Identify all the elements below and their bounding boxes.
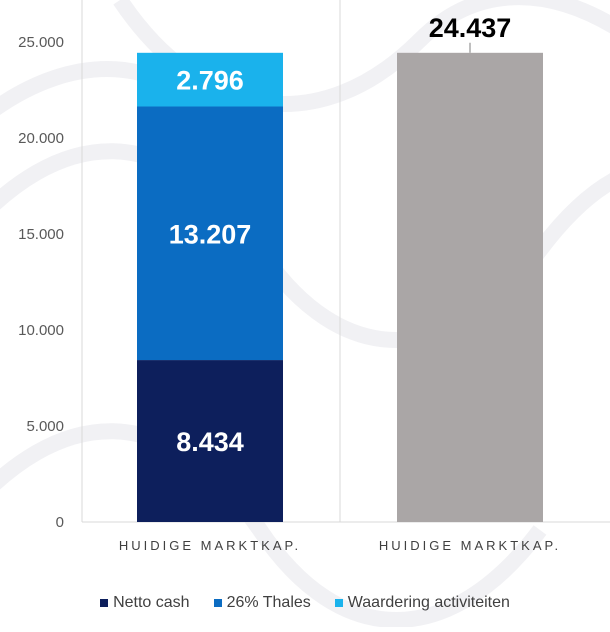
background-arc xyxy=(0,143,610,348)
data-labels: 8.434 13.207 2.796 24.437 xyxy=(169,13,512,457)
legend-swatch xyxy=(334,599,343,607)
y-tick-label: 10.000 xyxy=(18,322,64,339)
bar-segment xyxy=(137,52,283,107)
background-arc xyxy=(0,423,547,628)
legend-swatch xyxy=(100,599,109,607)
legend-swatch xyxy=(213,599,222,607)
legend: Netto cash 26% Thales Waardering activitei… xyxy=(0,592,610,614)
y-tick-label: 0 xyxy=(56,514,64,531)
total-label: 24.437 xyxy=(429,13,512,43)
legend-label: Netto cash xyxy=(113,594,190,611)
x-tick-label: HUIDIGE MARKTKAP. xyxy=(379,538,561,553)
legend-item: 26% Thales xyxy=(213,594,311,612)
x-tick-label: HUIDIGE MARKTKAP. xyxy=(119,538,301,553)
legend-item: Netto cash xyxy=(100,594,190,612)
y-tick-label: 15.000 xyxy=(18,226,64,243)
legend-label: Waardering activiteiten xyxy=(347,594,510,611)
bar-segment xyxy=(397,52,543,522)
y-tick-label: 5.000 xyxy=(26,418,64,435)
legend-item: Waardering activiteiten xyxy=(334,594,510,612)
data-label: 8.434 xyxy=(176,427,244,457)
y-tick-label: 25.000 xyxy=(18,34,64,51)
bars xyxy=(137,52,543,522)
data-label: 13.207 xyxy=(169,219,252,249)
bar-segment xyxy=(137,106,283,361)
data-label: 2.796 xyxy=(176,66,244,96)
y-tick-label: 20.000 xyxy=(18,130,64,147)
legend-label: 26% Thales xyxy=(226,594,311,611)
bar-segment xyxy=(137,360,283,522)
